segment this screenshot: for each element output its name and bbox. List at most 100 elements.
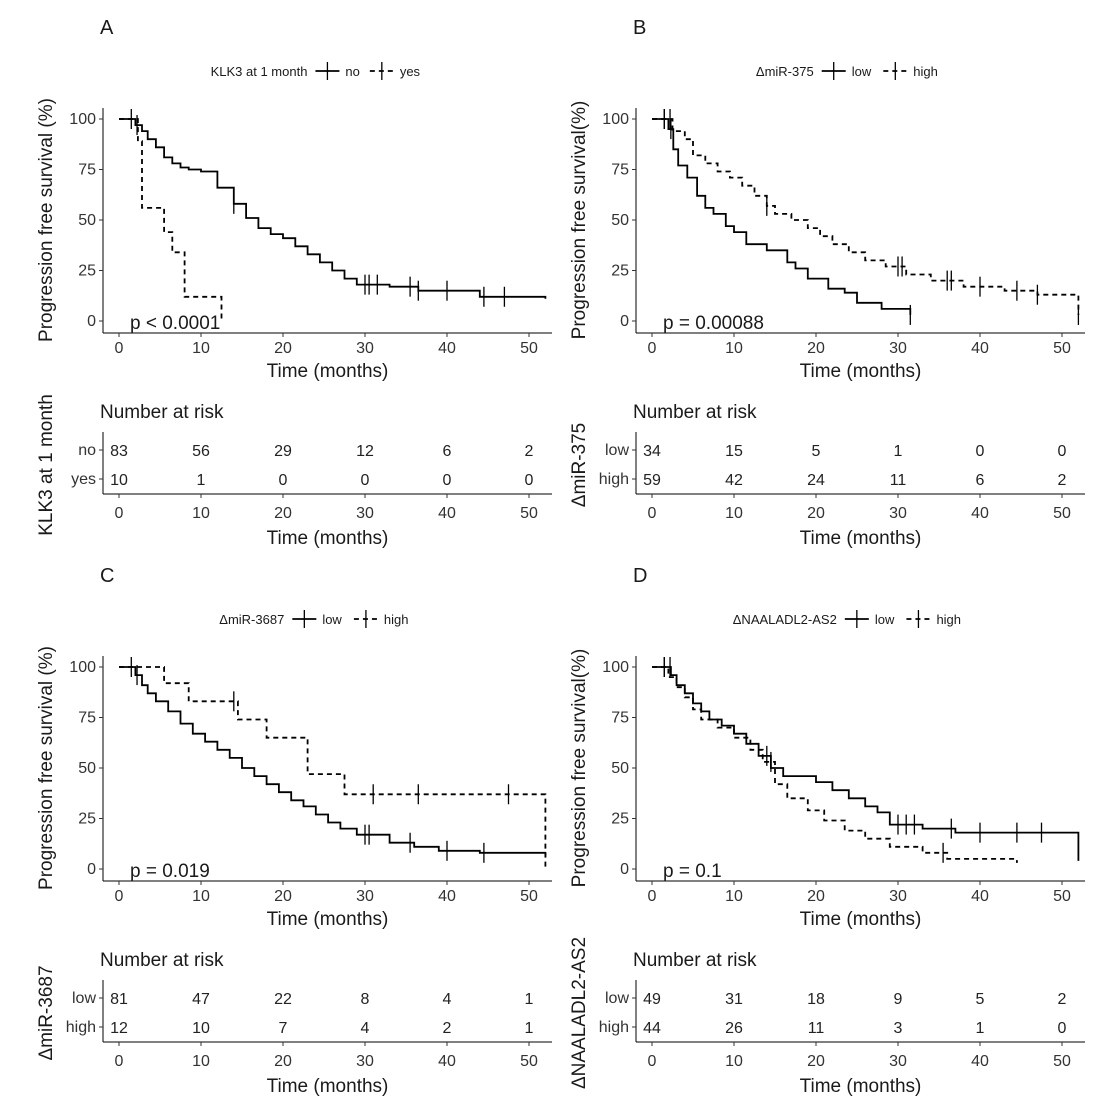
risk-table-title: Number at risk [633,950,757,971]
y-tick-label: 50 [611,760,629,777]
y-tick-label: 0 [620,313,629,330]
risk-x-tick-label: 40 [438,1053,456,1070]
risk-count: 6 [976,472,985,489]
km-curve-no [119,118,547,299]
risk-count: 10 [110,472,128,489]
y-tick-label: 75 [78,162,96,179]
km-curve-high [652,666,1018,863]
p-value: p = 0.019 [130,861,210,882]
y-tick-label: 0 [87,313,96,330]
risk-table-title: Number at risk [100,950,224,971]
risk-x-tick-label: 30 [356,1053,374,1070]
risk-count: 0 [279,472,288,489]
risk-count: 0 [1058,443,1067,460]
y-tick-label: 50 [611,212,629,229]
risk-row-label-high: high [66,1019,96,1036]
risk-count: 24 [807,472,825,489]
risk-x-tick-label: 40 [971,1053,989,1070]
risk-x-axis-title: Time (months) [267,1076,389,1097]
risk-count: 0 [361,472,370,489]
x-tick-label: 10 [192,888,210,905]
x-axis-title: Time (months) [267,909,389,930]
y-axis-title: Progression free survival (%) [36,98,57,342]
risk-count: 1 [894,443,903,460]
risk-count: 22 [274,991,292,1008]
x-tick-label: 40 [438,340,456,357]
risk-count: 18 [807,991,825,1008]
panel-B: B ΔmiR-375 low high Progression free surviva… [569,17,1085,549]
km-curve-yes [119,118,223,321]
y-tick-label: 50 [78,212,96,229]
y-tick-label: 0 [87,861,96,878]
risk-count: 81 [110,991,128,1008]
y-tick-label: 25 [78,263,96,280]
p-value: p = 0.1 [663,861,722,882]
y-tick-label: 75 [78,710,96,727]
legend-title: ΔmiR-375 [756,64,814,79]
risk-x-axis-title: Time (months) [800,1076,922,1097]
risk-x-tick-label: 20 [807,505,825,522]
y-tick-label: 0 [620,861,629,878]
risk-y-title: ΔmiR-375 [569,423,590,508]
x-tick-label: 50 [520,340,538,357]
risk-x-tick-label: 30 [889,505,907,522]
x-tick-label: 30 [356,340,374,357]
risk-count: 7 [279,1020,288,1037]
legend-entry: no [345,64,359,79]
x-tick-label: 50 [1053,340,1071,357]
risk-count: 4 [443,991,452,1008]
risk-x-tick-label: 20 [274,505,292,522]
risk-row-label-no: no [78,442,96,459]
risk-count: 29 [274,443,292,460]
risk-count: 49 [643,991,661,1008]
x-tick-label: 40 [971,340,989,357]
legend-entry: high [384,612,409,627]
risk-x-tick-label: 30 [356,505,374,522]
risk-count: 1 [525,991,534,1008]
risk-count: 0 [525,472,534,489]
legend: ΔmiR-3687 low high [219,610,409,628]
x-tick-label: 0 [115,340,124,357]
risk-count: 34 [643,443,661,460]
risk-count: 8 [361,991,370,1008]
risk-x-axis-title: Time (months) [267,528,389,549]
x-tick-label: 30 [356,888,374,905]
p-value: p = 0.00088 [663,313,764,334]
x-axis-title: Time (months) [267,361,389,382]
legend: ΔNAALADL2-AS2 low high [733,610,961,628]
risk-count: 44 [643,1020,661,1037]
legend: ΔmiR-375 low high [756,62,938,80]
risk-y-title: KLK3 at 1 month [36,394,57,536]
risk-x-tick-label: 0 [648,505,657,522]
y-tick-label: 25 [611,811,629,828]
risk-count: 59 [643,472,661,489]
risk-x-tick-label: 50 [1053,505,1071,522]
x-tick-label: 10 [725,340,743,357]
risk-count: 4 [361,1020,370,1037]
risk-row-label-low: low [72,990,96,1007]
risk-x-axis-title: Time (months) [800,528,922,549]
risk-x-tick-label: 0 [115,1053,124,1070]
risk-count: 42 [725,472,743,489]
x-tick-label: 20 [807,888,825,905]
x-tick-label: 20 [274,340,292,357]
risk-x-tick-label: 50 [1053,1053,1071,1070]
risk-row-label-low: low [605,990,629,1007]
x-tick-label: 0 [115,888,124,905]
risk-count: 0 [443,472,452,489]
risk-y-title: ΔNAALADL2-AS2 [569,937,590,1089]
risk-x-tick-label: 10 [192,1053,210,1070]
panel-letter: D [633,565,647,587]
x-tick-label: 0 [648,340,657,357]
legend-entry: low [322,612,342,627]
risk-x-tick-label: 10 [725,1053,743,1070]
x-tick-label: 10 [192,340,210,357]
km-curve-low [119,666,547,857]
risk-count: 83 [110,443,128,460]
legend-entry: yes [400,64,421,79]
risk-x-tick-label: 20 [807,1053,825,1070]
risk-count: 2 [525,443,534,460]
risk-count: 2 [1058,472,1067,489]
legend-entry: low [852,64,872,79]
